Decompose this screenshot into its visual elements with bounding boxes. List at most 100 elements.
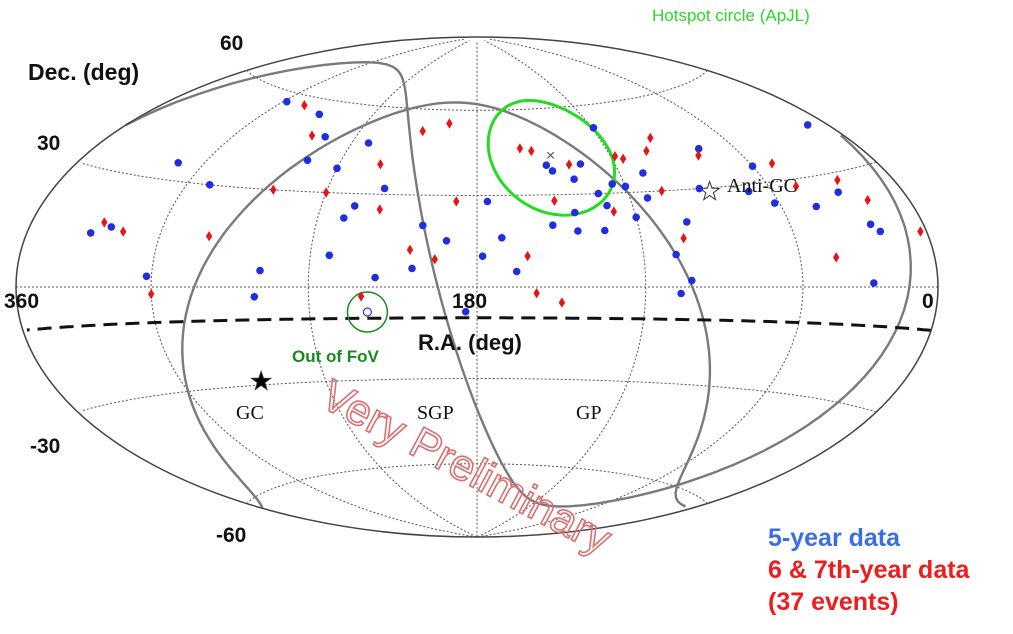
event-point-67yr (148, 288, 155, 300)
event-point-67yr (551, 195, 558, 206)
event-point-67yr (680, 233, 687, 244)
ra-gridline (477, 38, 804, 538)
event-point-67yr (647, 132, 654, 144)
event-point-5yr (677, 289, 685, 298)
gc-star-icon (250, 369, 273, 391)
event-point-5yr (442, 237, 451, 245)
sgp-label: SGP (417, 402, 454, 424)
event-point-5yr (834, 188, 842, 196)
event-point-67yr (377, 159, 384, 170)
event-point-67yr (619, 153, 627, 164)
event-point-5yr (174, 159, 182, 167)
event-point-67yr (446, 118, 453, 129)
event-point-67yr (917, 226, 924, 237)
fov-boundary-line (26, 316, 932, 332)
supergalactic-plane-line (250, 60, 912, 508)
dec-tick-60: 60 (220, 32, 243, 55)
event-point-5yr (283, 97, 291, 106)
event-point-5yr (643, 194, 652, 202)
event-point-5yr (770, 199, 779, 207)
event-point-5yr (744, 187, 753, 196)
event-point-5yr (695, 184, 704, 193)
event-point-5yr (632, 213, 640, 222)
event-point-5yr (594, 189, 603, 198)
event-point-67yr (453, 196, 460, 207)
event-point-5yr (803, 121, 812, 129)
event-point-67yr (833, 252, 840, 263)
event-point-67yr (768, 158, 776, 169)
event-point-5yr (870, 279, 878, 287)
event-point-67yr (322, 187, 330, 198)
event-point-67yr (792, 181, 800, 192)
event-point-67yr (695, 150, 702, 161)
hotspot-center-mark: × (546, 148, 555, 165)
event-point-5yr (621, 182, 630, 191)
ra-gridline (307, 40, 477, 538)
event-point-67yr (834, 174, 841, 186)
supergalactic-plane-line (125, 77, 251, 127)
event-point-5yr (812, 202, 821, 211)
event-point-5yr (683, 218, 691, 226)
event-point-67yr (611, 151, 619, 162)
event-point-5yr (380, 184, 389, 193)
event-point-67yr (419, 125, 426, 137)
event-point-5yr (325, 251, 334, 260)
out-of-fov-circle (346, 291, 389, 333)
ra-gridline (477, 40, 647, 538)
event-point-5yr (548, 167, 557, 175)
out-of-fov-event (362, 307, 373, 317)
ra-tick-360: 360 (4, 290, 39, 313)
event-point-5yr (303, 156, 312, 165)
event-point-5yr (321, 133, 330, 141)
event-point-5yr (549, 221, 557, 229)
event-point-5yr (340, 214, 348, 222)
galactic-plane-line (185, 387, 264, 509)
hotspot-label: Hotspot circle (ApJL) (652, 6, 810, 25)
event-point-67yr (558, 297, 566, 308)
legend-six-seven-year: 6 & 7th-year data (768, 556, 970, 584)
event-point-67yr (270, 184, 277, 195)
galactic-lines (26, 60, 932, 509)
event-point-5yr (107, 223, 116, 231)
event-point-67yr (528, 145, 535, 157)
legend: 5-year data 6 & 7th-year data (37 events… (768, 522, 969, 618)
event-markers (86, 97, 924, 316)
event-point-67yr (524, 250, 531, 262)
gc-label: GC (236, 402, 264, 424)
event-point-5yr (205, 181, 214, 189)
event-point-5yr (461, 307, 470, 316)
event-point-5yr (512, 267, 521, 276)
event-point-67yr (516, 143, 524, 154)
event-point-5yr (601, 226, 609, 235)
dec-gridline (247, 463, 708, 504)
event-point-5yr (256, 266, 264, 275)
dec-gridline (247, 70, 708, 111)
event-point-67yr (610, 206, 617, 217)
event-point-67yr (658, 185, 665, 197)
event-point-67yr (357, 291, 365, 302)
event-point-5yr (542, 161, 551, 169)
event-point-67yr (301, 100, 308, 111)
event-point-5yr (639, 169, 647, 177)
event-point-67yr (120, 226, 127, 237)
event-point-5yr (315, 110, 324, 119)
event-point-5yr (483, 197, 492, 206)
dec-tick-neg30: -30 (30, 435, 60, 458)
event-point-5yr (570, 175, 578, 183)
chart-labels: Dec. (deg) R.A. (deg) 60 30 -30 -60 360 … (4, 6, 934, 565)
legend-five-year: 5-year data (768, 524, 901, 552)
anti-gc-star-icon (698, 179, 721, 201)
event-point-67yr (205, 231, 213, 242)
event-point-5yr (576, 160, 585, 168)
event-point-5yr (876, 227, 885, 236)
watermark-text: Very Preliminary (313, 371, 619, 565)
event-point-67yr (101, 217, 108, 228)
hotspot-circle (486, 99, 617, 217)
event-point-67yr (431, 254, 438, 265)
ra-tick-180: 180 (452, 290, 487, 313)
event-point-5yr (371, 273, 379, 282)
dec-tick-30: 30 (37, 132, 60, 155)
sky-boundary (15, 36, 939, 538)
event-point-5yr (250, 293, 259, 301)
